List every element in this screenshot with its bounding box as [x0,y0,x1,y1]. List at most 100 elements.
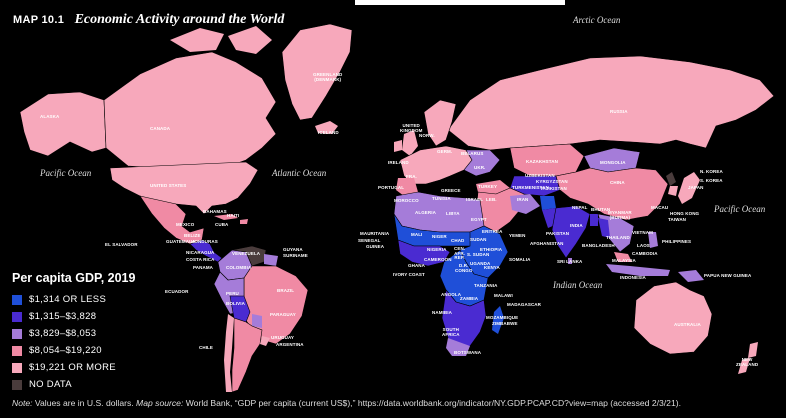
label-niger: NIGER [432,234,447,239]
label-canada: CANADA [150,126,171,131]
label-ireland: IRELAND [388,160,409,165]
label-drc: D.R. CONGO [455,263,473,273]
label-kenya: KENYA [484,265,500,270]
label-guyana: GUYANA [283,247,303,252]
label-yemen: YEMEN [509,233,526,238]
label-tunisia: TUNISIA [432,196,451,201]
label-egypt: EGYPT [471,217,487,222]
label-n-korea: N. KOREA [700,169,723,174]
label-s-korea: S. KOREA [700,178,723,183]
region-paraguay [252,314,262,328]
region-madagascar [492,306,504,334]
region-afghanistan [540,196,556,210]
label-germany: GERM. [437,149,453,154]
ocean-label-arctic: Arctic Ocean [573,15,621,25]
label-cameroon: CAMEROON [424,257,452,262]
label-taiwan: TAIWAN [668,217,687,222]
map-title: Economic Activity around the World [74,12,285,27]
region-china [555,167,669,221]
region-myanmar [598,218,610,238]
region-japan [678,172,700,204]
region-bangladesh [590,214,598,226]
label-mauritania: MAURITANIA [360,231,390,236]
region-chile [224,314,234,392]
label-myanmar: MYANMAR (BURMA) [608,210,632,220]
region-new-zealand [738,342,758,374]
label-malaysia: MALAYSIA [612,258,636,263]
label-car: CEN. AFR. REP. [454,246,466,260]
label-mali: MALI [411,232,423,237]
label-israel: ISRAEL [466,197,484,202]
label-united-states: UNITED STATES [150,183,187,188]
region-alaska [19,91,107,157]
label-russia: RUSSIA [610,109,628,114]
label-algeria: ALGERIA [415,210,436,215]
label-iceland: ICELAND [318,130,339,135]
label-ecuador: ECUADOR [165,289,189,294]
label-eritrea: ERITREA [482,229,503,234]
label-kazakhstan: KAZAKHSTAN [526,159,558,164]
region-philippines [648,232,658,248]
ocean-label-indian: Indian Ocean [553,280,603,290]
label-vietnam: VIETNAM [632,230,653,235]
label-peru: PERU [226,291,239,296]
label-turkey: TURKEY [478,184,498,189]
note-label: Note: [12,398,33,408]
label-indonesia: INDONESIA [620,275,646,280]
label-s-sudan: S. SUDAN [467,252,490,257]
region-indonesia [606,264,670,276]
label-ghana: GHANA [408,263,425,268]
label-portugal: PORTUGAL [378,185,405,190]
label-australia: AUSTRALIA [674,322,701,327]
label-cuba: CUBA [215,222,229,227]
label-leb: LEB. [486,197,497,202]
label-madagascar: MADAGASCAR [507,302,541,307]
label-brazil: BRAZIL [277,288,295,293]
region-malaysia [614,252,632,262]
label-panama: PANAMA [193,265,214,270]
label-chad: CHAD [451,238,465,243]
label-india: INDIA [570,223,583,228]
label-haiti: HAITI [227,213,240,218]
label-somalia: SOMALIA [509,257,531,262]
region-india [551,205,591,259]
label-tajikistan: TAJIKISTAN [540,186,567,191]
label-mozambique: MOZAMBIQUE [486,315,519,320]
top-banner-edge [355,0,565,5]
label-sri-lanka: SRI LANKA [557,259,583,264]
label-uganda: UGANDA [470,261,491,266]
legend-swatch [12,362,22,373]
label-venezuela: VENEZUELA [232,251,261,256]
label-japan: JAPAN [688,185,704,190]
region-turkey [476,180,510,194]
map-legend: Per capita GDP, 2019 $1,314 OR LESS $1,3… [12,271,135,393]
legend-swatch [12,328,22,339]
label-angola: ANGOLA [441,292,462,297]
region-guyana [264,254,278,266]
label-south-africa: SOUTH AFRICA [442,327,460,337]
label-bhutan: BHUTAN [591,207,611,212]
region-argentina [231,317,263,393]
legend-swatch [12,294,22,305]
ocean-label-pacific-west: Pacific Ocean [40,168,92,178]
label-thailand: THAILAND [606,235,630,240]
region-south-africa [446,338,470,356]
source-text: World Bank, “GDP per capita (current US$… [183,398,681,408]
region-sri-lanka [568,258,572,264]
region-arctic-islands [170,26,272,54]
legend-item: $19,221 OR MORE [12,359,135,376]
region-central-america [189,239,223,263]
label-china: CHINA [610,180,625,185]
map-header: MAP 10.1 Economic Activity around the Wo… [13,10,284,28]
legend-item: $1,314 OR LESS [12,291,135,308]
label-malawi: MALAWI [494,293,513,298]
source-note: Note: Values are in U.S. dollars. Map so… [12,398,681,408]
legend-title: Per capita GDP, 2019 [12,271,136,285]
region-iran [510,194,540,214]
legend-item: $1,315–$3,828 [12,308,135,325]
label-libya: LIBYA [446,211,460,216]
label-senegal: SENEGAL [358,238,381,243]
label-greece: GREECE [441,188,461,193]
label-paraguay: PARAGUAY [270,312,296,317]
